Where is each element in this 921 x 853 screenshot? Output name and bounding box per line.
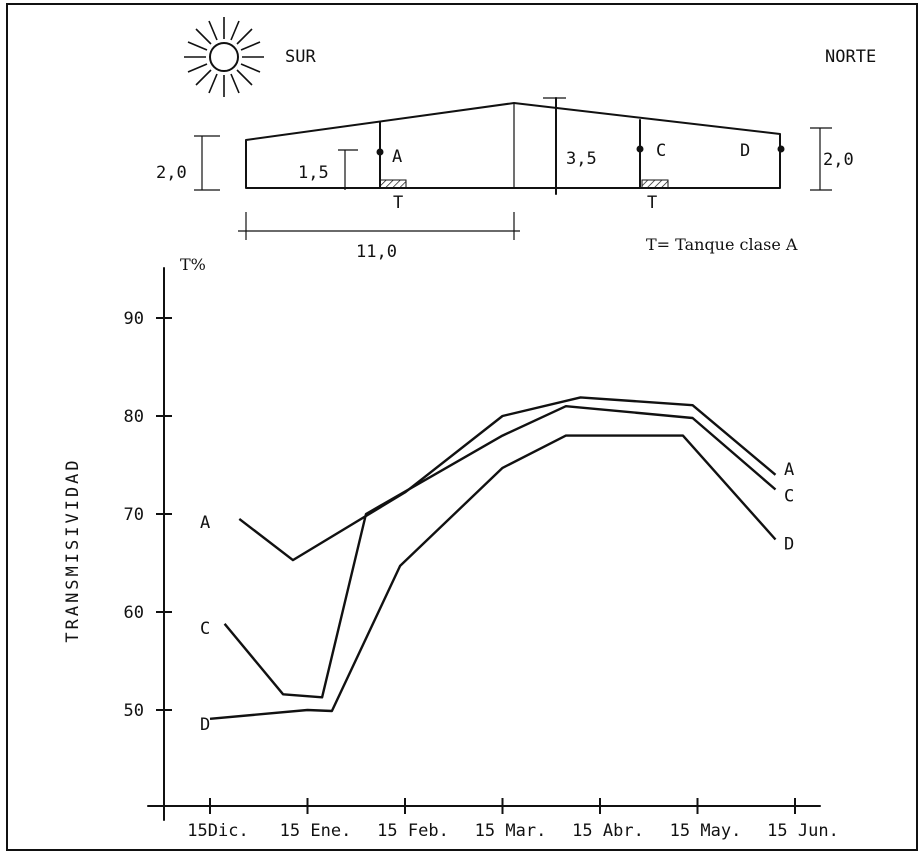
greenhouse-outline [245,102,781,189]
sun-icon [184,17,264,97]
x-tick-label: 15 Ene. [280,821,352,841]
y-tick-label: 80 [124,407,144,427]
x-tick-label: 15 Mar. [475,821,547,841]
point-c-label: C [656,141,666,161]
x-tick-label: 15 May. [670,821,742,841]
point-c-marker [636,145,644,153]
x-tick-label: 15 Abr. [572,821,644,841]
sur-label: SUR [285,47,316,67]
y-tick-label: 60 [124,603,144,623]
y-ticks: 50 60 70 80 90 [124,309,172,721]
chart: T% TRANSMISIVIDAD 50 60 70 80 90 15Dic. 15 En… [63,255,839,841]
series-lines [209,396,777,720]
greenhouse-diagram: SUR NORTE A C D T T 2,0 1 [156,17,876,262]
y-unit-label: T% [180,255,206,274]
series-start-label-c: C [200,619,210,639]
y-axis-title: TRANSMISIVIDAD [63,457,83,642]
series-end-label-a: A [784,460,794,480]
dim-right-label: 2,0 [823,150,854,170]
y-tick-label: 70 [124,505,144,525]
dim-left-label: 2,0 [156,163,187,183]
series-line-d [209,434,777,720]
y-tick-label: 50 [124,701,144,721]
tank-right [641,179,669,189]
x-ticks: 15Dic. 15 Ene. 15 Feb. 15 Mar. 15 Abr. 15 May… [187,798,839,841]
legend-text: T= Tanque clase A [646,235,798,254]
x-tick-label: 15 Jun. [767,821,839,841]
tank-right-label: T [647,193,657,213]
series-end-label-c: C [784,487,794,507]
y-tick-label: 90 [124,309,144,329]
norte-label: NORTE [825,47,876,67]
point-a-label: A [392,147,402,167]
figure-frame [6,3,918,851]
point-d-marker [777,145,785,153]
point-d-label: D [740,141,750,161]
series-end-label-d: D [784,534,794,554]
x-tick-label: 15 Feb. [377,821,449,841]
dim-width-label: 11,0 [356,242,397,262]
series-line-c [223,405,777,699]
series-start-label-d: D [200,715,210,735]
tank-left [379,179,407,189]
dim-inner-label: 1,5 [298,163,329,183]
tank-left-label: T [393,193,403,213]
series-start-label-a: A [200,513,210,533]
point-a-marker [376,148,384,156]
series-line-a [238,396,777,562]
x-tick-label: 15Dic. [187,821,248,841]
dim-center-label: 3,5 [566,149,597,169]
